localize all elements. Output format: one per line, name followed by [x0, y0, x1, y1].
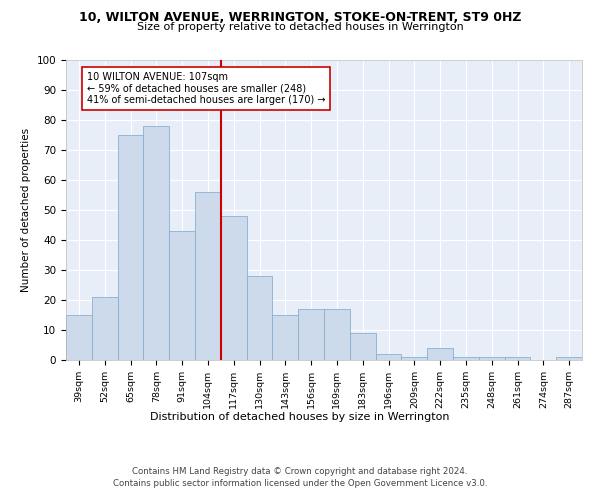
Bar: [169, 231, 195, 360]
Bar: [195, 192, 221, 360]
Bar: [427, 348, 453, 360]
Text: Contains HM Land Registry data © Crown copyright and database right 2024.: Contains HM Land Registry data © Crown c…: [132, 468, 468, 476]
Bar: [272, 315, 298, 360]
Text: 10, WILTON AVENUE, WERRINGTON, STOKE-ON-TRENT, ST9 0HZ: 10, WILTON AVENUE, WERRINGTON, STOKE-ON-…: [79, 11, 521, 24]
Text: Contains public sector information licensed under the Open Government Licence v3: Contains public sector information licen…: [113, 479, 487, 488]
Bar: [453, 357, 479, 360]
Bar: [505, 357, 530, 360]
Bar: [247, 276, 272, 360]
Bar: [401, 357, 427, 360]
Bar: [66, 315, 92, 360]
Bar: [298, 309, 324, 360]
Bar: [221, 216, 247, 360]
Text: Size of property relative to detached houses in Werrington: Size of property relative to detached ho…: [137, 22, 463, 32]
Bar: [376, 354, 401, 360]
Bar: [143, 126, 169, 360]
Text: Distribution of detached houses by size in Werrington: Distribution of detached houses by size …: [150, 412, 450, 422]
Y-axis label: Number of detached properties: Number of detached properties: [21, 128, 31, 292]
Bar: [350, 333, 376, 360]
Bar: [118, 135, 143, 360]
Bar: [479, 357, 505, 360]
Bar: [92, 297, 118, 360]
Text: 10 WILTON AVENUE: 107sqm
← 59% of detached houses are smaller (248)
41% of semi-: 10 WILTON AVENUE: 107sqm ← 59% of detach…: [86, 72, 325, 105]
Bar: [556, 357, 582, 360]
Bar: [324, 309, 350, 360]
